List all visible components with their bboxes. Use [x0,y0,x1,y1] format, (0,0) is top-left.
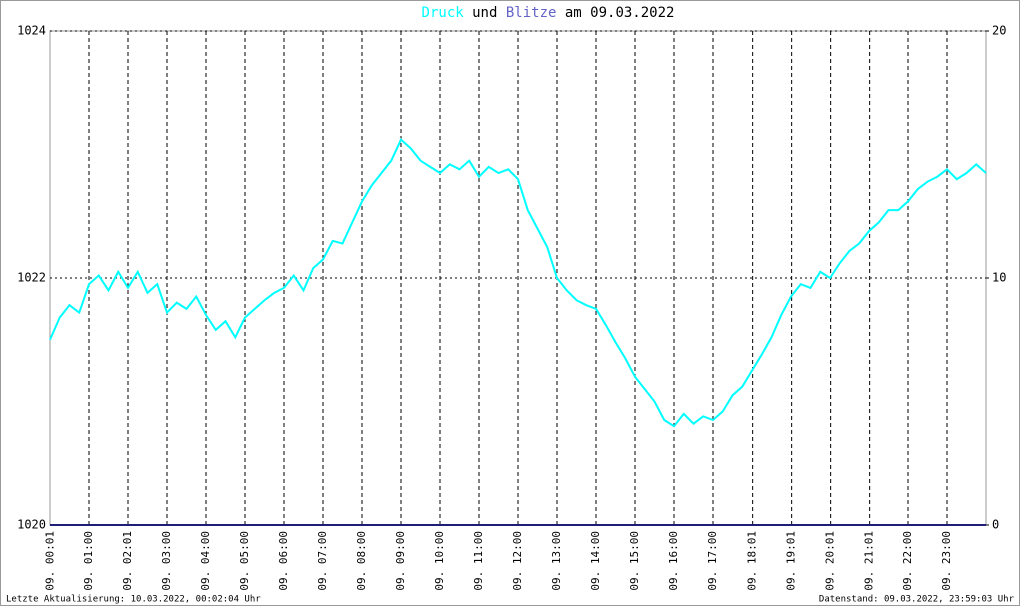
x-tick-label: 09. 21:01 [863,531,876,591]
x-tick-label: 09. 18:01 [746,531,759,591]
footer-right: Datenstand: 09.03.2022, 23:59:03 Uhr [819,595,1015,605]
y-tick-label: 1024 [17,24,46,38]
x-tick-label: 09. 08:00 [355,531,368,591]
x-tick-label: 09. 06:00 [277,531,290,591]
x-tick-label: 09. 05:00 [238,531,251,591]
series-line [49,138,987,428]
footer-left: Letzte Aktualisierung: 10.03.2022, 00:02… [6,595,261,605]
chart-title: Druck und Blitze am 09.03.2022 [422,5,675,21]
y2-tick-label: 10 [992,271,1006,285]
title-series-2: Blitze [506,5,557,21]
x-tick-label: 09. 01:00 [82,531,95,591]
x-tick-label: 09. 10:00 [433,531,446,591]
x-tick-label: 09. 22:00 [901,531,914,591]
x-tick-label: 09. 03:00 [160,531,173,591]
x-tick-label: 09. 09:00 [394,531,407,591]
y2-tick-label: 0 [992,518,999,532]
x-tick-label: 09. 04:00 [199,531,212,591]
y2-tick-label: 20 [992,24,1006,38]
x-tick-label: 09. 00:01 [44,531,57,591]
x-tick-label: 09. 02:01 [121,531,134,591]
x-tick-label: 09. 20:01 [824,531,837,591]
x-tick-label: 09. 23:00 [940,531,953,591]
x-tick-label: 09. 19:01 [785,531,798,591]
y-tick-label: 1020 [17,518,46,532]
x-tick-label: 09. 15:00 [628,531,641,591]
x-tick-label: 09. 11:00 [472,531,485,591]
x-tick-label: 09. 14:00 [589,531,602,591]
title-series-1: Druck [422,5,465,21]
x-tick-label: 09. 12:00 [511,531,524,591]
title-connector: und [472,5,497,21]
x-tick-label: 09. 17:00 [706,531,719,591]
y-tick-label: 1022 [17,271,46,285]
x-tick-label: 09. 16:00 [667,531,680,591]
x-tick-label: 09. 13:00 [550,531,563,591]
x-tick-label: 09. 07:00 [316,531,329,591]
title-suffix: am 09.03.2022 [565,5,675,21]
